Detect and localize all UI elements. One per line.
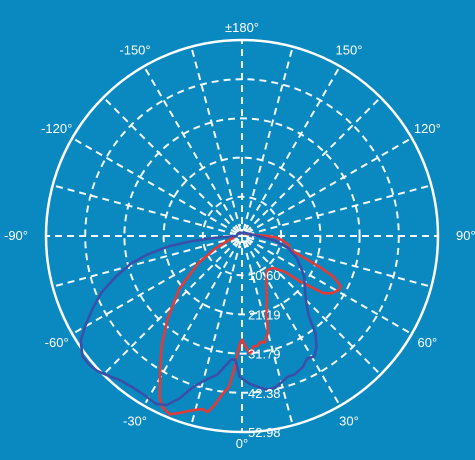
angular-grid-line [245, 96, 382, 233]
angle-label: 90° [456, 228, 475, 243]
angle-label: -90° [4, 228, 28, 243]
angular-grid-line [242, 241, 294, 426]
angle-label: 120° [414, 121, 441, 136]
angular-grid-line [52, 184, 237, 236]
label-layer: 10.60 21.19 31.79 42.38 52.98 ±180° 150° 120° 90… [4, 20, 475, 451]
series-line-2 [79, 231, 318, 407]
angular-grid-line [246, 137, 413, 235]
angular-grid-line [190, 46, 242, 231]
angle-label: 150° [336, 43, 363, 58]
radial-tick-label: 52.98 [248, 425, 281, 440]
angular-grid-line [102, 239, 239, 376]
angle-label: ±180° [225, 20, 259, 35]
angular-grid-line [246, 237, 413, 335]
angular-grid-line [102, 96, 239, 233]
angle-label: -150° [119, 43, 150, 58]
angular-grid-line [71, 237, 238, 335]
angular-grid-line [71, 137, 238, 235]
angular-grid-line [247, 236, 432, 288]
angular-grid-line [143, 65, 241, 232]
radial-tick-label: 10.60 [248, 268, 281, 283]
angle-label: -30° [123, 413, 147, 428]
angular-grid-line [52, 236, 237, 288]
radial-grid-circle [123, 117, 361, 355]
series-layer [79, 231, 343, 416]
outer-circle [44, 38, 440, 434]
angle-label: 30° [339, 413, 359, 428]
angle-label: -60° [45, 335, 69, 350]
radial-tick-label: 21.19 [248, 307, 281, 322]
radial-tick-label: 42.38 [248, 386, 281, 401]
angular-grid-line [242, 46, 294, 231]
angle-label: 60° [417, 335, 437, 350]
angular-grid-line [190, 241, 242, 426]
series-line-1 [158, 231, 343, 416]
angular-grid-line [243, 240, 341, 407]
angular-grid-line [245, 239, 382, 376]
angular-grid-line [247, 184, 432, 236]
angle-label: 0° [236, 436, 248, 451]
radial-tick-label: 31.79 [248, 347, 281, 362]
angle-label: -120° [41, 121, 72, 136]
angular-grid-line [243, 65, 341, 232]
